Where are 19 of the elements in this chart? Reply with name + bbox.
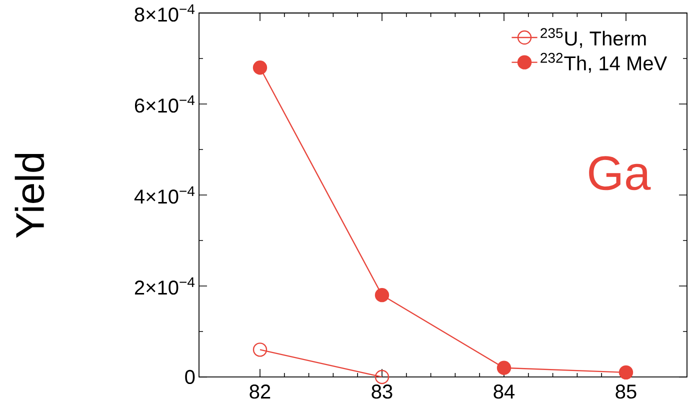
point bbox=[374, 288, 390, 302]
point bbox=[252, 342, 268, 357]
point bbox=[374, 370, 390, 384]
x-tick-label: 82 bbox=[250, 384, 270, 399]
x-tick-label: 85 bbox=[616, 384, 636, 399]
y-tick-label: 0 bbox=[185, 370, 195, 384]
point bbox=[252, 60, 268, 75]
point bbox=[496, 360, 512, 375]
legend-label: $^{235}$U, Therm bbox=[540, 28, 646, 48]
x-tick-label: 84 bbox=[494, 384, 515, 399]
y-tick-label: 4×10$^{−4}$ bbox=[134, 186, 195, 204]
point bbox=[618, 365, 634, 380]
y-tick-label: 8×10$^{−4}$ bbox=[134, 4, 195, 22]
annotation: Ga bbox=[589, 156, 651, 190]
y-tick-label: 2×10$^{−4}$ bbox=[134, 277, 195, 295]
y-axis-title: Yield bbox=[14, 154, 44, 238]
y-tick-label: 6×10$^{−4}$ bbox=[134, 95, 195, 113]
legend-label: $^{232}$Th, 14 MeV bbox=[540, 52, 668, 73]
x-tick-label: 83 bbox=[372, 384, 392, 399]
